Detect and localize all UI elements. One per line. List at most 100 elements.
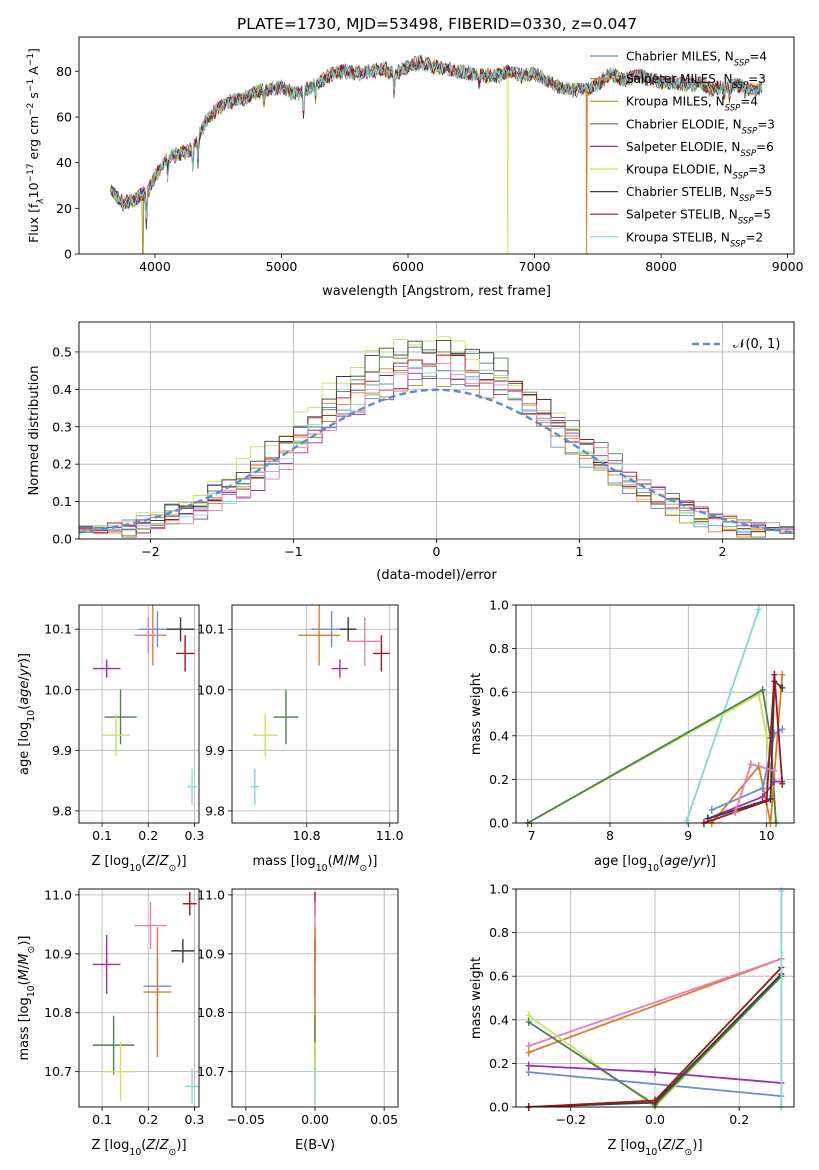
axes-group: 0.1 0.2 0.3 10.7 10.8 10.9 11.0 [44,887,204,1127]
label-part: ⊙ [169,863,177,874]
label-part: Z [661,1138,672,1153]
legend-text: SSP [738,217,754,227]
weight-line [528,957,782,1054]
x-tick-label: 0.00 [301,1112,329,1127]
weight-line [528,957,782,1047]
legend-text: Salpeter ELODIE, N [626,140,740,154]
x-tick-label: 11.0 [376,828,404,843]
label-part: ( [141,1138,146,1153]
x-tick-label: −0.2 [556,1112,586,1127]
x-tick-label: 0.0 [645,1112,665,1127]
label-part: Flux [f [26,203,41,243]
y-tick-label: 40 [56,155,72,170]
x-tick-label: 9 [684,828,692,843]
label-part: 10 [129,863,141,874]
y-axis-label: Flux [fλ10−17 erg cm−2 s−1 A−1] [26,48,46,243]
legend-text: Kroupa ELODIE, N [626,163,733,177]
y-tick-label: 0.3 [52,419,72,434]
label-part: erg cm [26,116,41,164]
y-tick-label: 10.0 [197,682,225,697]
spectrum-line [110,54,763,220]
y-tick-label: 9.8 [52,803,72,818]
x-tick-label: 2 [719,544,727,559]
x-tick-label: 0.2 [138,828,158,843]
label-part: / [344,854,349,869]
axes-group: 4000 5000 6000 7000 8000 9000 0 20 40 60 80 [56,64,804,274]
weight-line [707,780,783,820]
y-tick-label: 9.8 [205,803,225,818]
legend-text: =4 [740,95,758,109]
y-tick-label: 10.7 [44,1064,72,1079]
legend-text: =5 [753,208,771,222]
label-part: ⊙ [360,863,368,874]
label-part: 10 [26,182,41,198]
x-tick-label: 8 [606,828,614,843]
label-part: )] [176,854,186,869]
x-tick-label: 0.2 [138,1112,158,1127]
label-part: M [333,854,344,869]
label-part: ( [17,980,32,985]
legend-entry: 𝒩(0, 1) [733,337,780,352]
label-part: Z [log [91,1138,129,1153]
label-part: mass [log [17,997,32,1060]
x-axis-label: Z [log10(Z/Z⊙)] [607,1138,702,1158]
y-tick-label: 0.4 [489,728,509,743]
label-part: ⊙ [26,946,37,954]
spectrum-line [110,56,763,222]
y-tick-label: 0.2 [489,772,509,787]
x-tick-label: 5000 [266,259,298,274]
label-part: 10 [26,985,37,997]
x-tick-label: −1 [284,544,302,559]
legend-text: Chabrier ELODIE, N [626,117,742,131]
legend-text: =2 [746,230,764,244]
legend-text: Chabrier MILES, N [626,50,734,64]
label-part: 10 [316,863,328,874]
label-part: Z [log [91,854,129,869]
y-tick-label: 0.0 [489,1100,509,1115]
label-part: / [155,854,160,869]
y-tick-label: 0.0 [489,816,509,831]
axes-group: −0.2 0.0 0.2 0.0 0.2 0.4 0.6 0.8 1.0 [489,882,794,1127]
label-part: Z [145,1138,156,1153]
axes-group: −0.05 0.00 0.05 10.7 10.8 10.9 11.0 [197,887,398,1127]
y-tick-label: 0.0 [52,532,72,547]
y-tick-label: 0.8 [489,925,509,940]
x-tick-label: 0.2 [729,1112,749,1127]
label-part: Z [159,854,170,869]
axes-frame [231,604,399,824]
label-part: age [log [17,722,32,775]
label-part: / [688,854,693,869]
x-tick-label: 4000 [139,259,171,274]
label-part: −1 [26,53,36,66]
x-tick-label: 10.8 [293,828,321,843]
label-part: / [17,964,32,969]
y-tick-label: 0 [64,247,72,262]
label-part: ( [17,705,32,710]
label-part: −17 [26,163,36,182]
x-tick-label: 0 [433,544,441,559]
x-axis-label: Z [log10(Z/Z⊙)] [91,1138,186,1158]
label-part: age [17,681,32,705]
legend-text: Salpeter MILES, N [626,72,733,86]
x-tick-label: −2 [141,544,159,559]
histogram-step [79,362,794,534]
label-part: M [348,854,359,869]
y-tick-label: 0.4 [52,382,72,397]
label-part: Z [159,1138,170,1153]
y-tick-label: 10.1 [197,622,225,637]
x-axis-label: Z [log10(Z/Z⊙)] [91,854,186,874]
x-tick-label: 0.05 [370,1112,398,1127]
weight-line [528,1071,782,1097]
legend-text: =3 [757,117,775,131]
legend-text: SSP [742,126,758,136]
y-tick-label: 0.4 [489,1012,509,1027]
x-axis-label: wavelength [Angstrom, rest frame] [322,284,551,299]
y-tick-label: 10.9 [44,946,72,961]
axes-frame [78,321,795,540]
x-tick-label: 10 [759,828,775,843]
axes-frame [78,36,795,255]
label-part: )] [17,936,32,946]
label-part: )] [17,653,32,663]
normal-curve [79,388,794,534]
